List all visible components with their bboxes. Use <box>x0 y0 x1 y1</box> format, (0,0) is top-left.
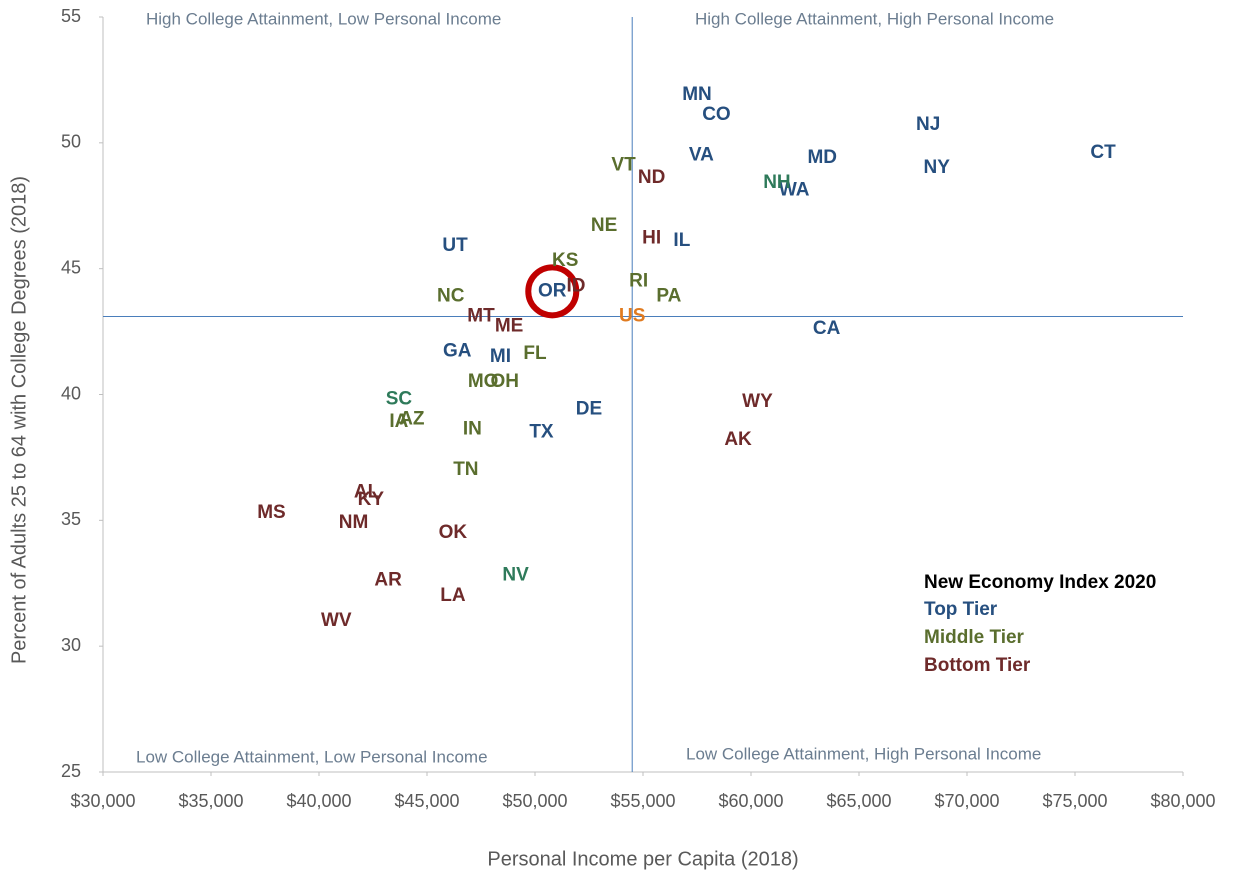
y-tick-label: 25 <box>61 761 81 781</box>
data-point: SC <box>386 389 413 410</box>
data-point: NV <box>502 565 529 586</box>
data-point: ME <box>495 316 524 337</box>
data-point: AK <box>724 429 752 450</box>
data-point: KS <box>552 250 578 271</box>
data-point: OK <box>439 522 468 543</box>
data-point: OR <box>538 280 567 301</box>
data-point: ND <box>638 167 665 188</box>
x-axis-title: Personal Income per Capita (2018) <box>487 848 798 870</box>
quadrant-label: Low College Attainment, High Personal In… <box>686 744 1041 763</box>
data-point: MT <box>467 305 495 326</box>
data-point: TN <box>453 459 478 480</box>
quadrant-label: Low College Attainment, Low Personal Inc… <box>136 747 488 766</box>
x-tick-label: $35,000 <box>178 791 243 811</box>
data-point: VT <box>611 154 636 175</box>
x-tick-label: $80,000 <box>1150 791 1215 811</box>
data-point: LA <box>440 585 466 606</box>
data-point: WV <box>321 610 352 631</box>
y-tick-label: 50 <box>61 132 81 152</box>
data-point: IN <box>463 419 482 440</box>
y-tick-label: 40 <box>61 383 81 403</box>
data-point: AL <box>354 482 380 503</box>
data-point: NJ <box>916 114 940 135</box>
data-point: VA <box>689 144 714 165</box>
x-tick-label: $60,000 <box>718 791 783 811</box>
data-point: MD <box>807 147 837 168</box>
x-tick-label: $70,000 <box>934 791 999 811</box>
x-tick-label: $40,000 <box>286 791 351 811</box>
highlight-circle <box>525 264 580 319</box>
legend-entry: Middle Tier <box>924 627 1025 648</box>
data-point: KY <box>358 489 385 510</box>
y-tick-label: 55 <box>61 6 81 26</box>
quadrant-label: High College Attainment, High Personal I… <box>695 9 1054 28</box>
x-tick-label: $55,000 <box>610 791 675 811</box>
data-point: MO <box>468 371 499 392</box>
data-point: CT <box>1090 142 1116 163</box>
data-point: WA <box>779 180 810 201</box>
data-point: MS <box>257 502 286 523</box>
y-axis-title: Percent of Adults 25 to 64 with College … <box>8 176 30 664</box>
data-point: CO <box>702 104 731 125</box>
data-point: RI <box>629 270 648 291</box>
data-point: NM <box>339 512 369 533</box>
x-tick-label: $30,000 <box>70 791 135 811</box>
data-point: IA <box>389 411 408 432</box>
data-point: UT <box>442 235 468 256</box>
data-point: CA <box>813 318 841 339</box>
data-point: FL <box>523 343 547 364</box>
legend-entry: Top Tier <box>924 599 998 620</box>
data-point: MN <box>682 84 712 105</box>
y-tick-label: 35 <box>61 509 81 529</box>
legend-entry: Bottom Tier <box>924 655 1031 676</box>
data-point: NE <box>591 215 617 236</box>
legend-title: New Economy Index 2020 <box>924 572 1156 593</box>
data-point: IL <box>673 230 690 251</box>
data-point: HI <box>642 227 661 248</box>
data-point: MI <box>490 346 511 367</box>
data-point: WY <box>742 391 773 412</box>
data-point: NH <box>763 172 790 193</box>
y-tick-label: 30 <box>61 635 81 655</box>
quadrant-label: High College Attainment, Low Personal In… <box>146 9 501 28</box>
x-tick-label: $50,000 <box>502 791 567 811</box>
data-point: NY <box>924 157 951 178</box>
data-point: GA <box>443 341 472 362</box>
data-point: TX <box>529 421 554 442</box>
y-tick-label: 45 <box>61 257 81 277</box>
data-point: AR <box>374 570 402 591</box>
data-point: DE <box>576 399 602 420</box>
data-point: ID <box>567 275 586 296</box>
x-tick-label: $75,000 <box>1042 791 1107 811</box>
data-point: US <box>619 305 645 326</box>
x-tick-label: $65,000 <box>826 791 891 811</box>
data-point: PA <box>656 285 681 306</box>
x-tick-label: $45,000 <box>394 791 459 811</box>
data-point: OH <box>491 371 520 392</box>
data-point: AZ <box>399 409 425 430</box>
data-point: NC <box>437 285 465 306</box>
